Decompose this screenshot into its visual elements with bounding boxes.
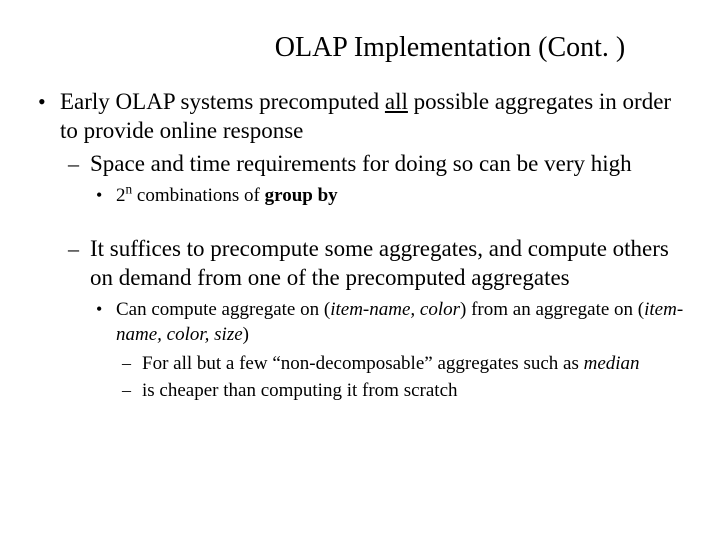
formula-bold: group by: [265, 185, 338, 206]
l4-t2: is cheaper than computing it from scratc…: [142, 380, 458, 401]
slide-title: OLAP Implementation (Cont. ): [212, 32, 688, 64]
bullet-list-l3-a: 2n combinations of group by: [90, 184, 688, 209]
l3-t2-e: ): [243, 324, 249, 345]
l2-item-1: Space and time requirements for doing so…: [60, 150, 688, 209]
spacer: [60, 213, 688, 231]
bullet-list-l4: For all but a few “non-decomposable” agg…: [116, 352, 688, 403]
bullet-list-l2-b: It suffices to precompute some aggregate…: [60, 235, 688, 403]
l4-t1-b: median: [584, 353, 640, 374]
l4-item-1: For all but a few “non-decomposable” agg…: [116, 352, 688, 377]
l3-item-1: 2n combinations of group by: [90, 184, 688, 209]
l3-t2-a: Can compute aggregate on (: [116, 299, 330, 320]
bullet-list-l3-b: Can compute aggregate on (item-name, col…: [90, 298, 688, 403]
slide: OLAP Implementation (Cont. ) Early OLAP …: [0, 0, 720, 540]
l4-t1-a: For all but a few “non-decomposable” agg…: [142, 353, 584, 374]
l3-t2-c: ) from an aggregate on (: [460, 299, 644, 320]
bullet-list-l1: Early OLAP systems precomputed all possi…: [32, 88, 688, 403]
l3-t2-b: item-name, color: [330, 299, 460, 320]
l2-text-1: Space and time requirements for doing so…: [90, 151, 632, 176]
l1-item-1: Early OLAP systems precomputed all possi…: [32, 88, 688, 403]
l4-item-2: is cheaper than computing it from scratc…: [116, 379, 688, 404]
l3-item-2: Can compute aggregate on (item-name, col…: [90, 298, 688, 403]
l2-item-2: It suffices to precompute some aggregate…: [60, 235, 688, 403]
l1-text-pre: Early OLAP systems precomputed: [60, 89, 385, 114]
formula-mid: combinations of: [132, 185, 264, 206]
formula-base: 2: [116, 185, 126, 206]
l1-text-underlined: all: [385, 89, 408, 114]
l2-text-2: It suffices to precompute some aggregate…: [90, 236, 669, 290]
bullet-list-l2-a: Space and time requirements for doing so…: [60, 150, 688, 209]
